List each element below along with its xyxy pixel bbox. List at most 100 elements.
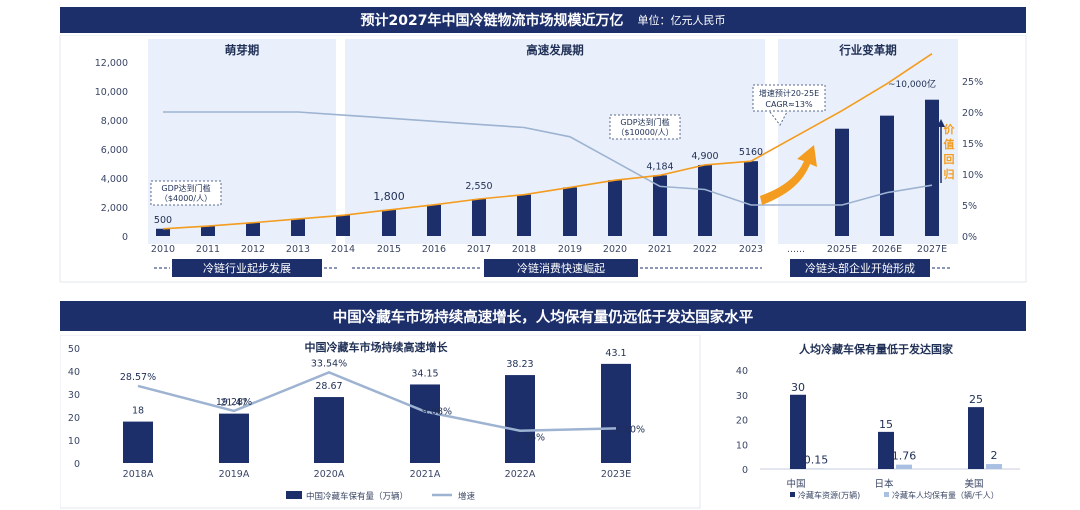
x-tick-label: 2023	[739, 244, 763, 255]
bar	[123, 421, 153, 463]
bar	[156, 228, 170, 236]
x-tick-label: 2022	[693, 244, 717, 255]
x-tick-label: 2013	[286, 244, 310, 255]
data-label: 4,184	[646, 161, 673, 172]
growth-label: 19.28%	[216, 397, 252, 408]
value-return-char: 值	[944, 137, 955, 151]
y-tick-label: 10,000	[95, 87, 128, 98]
legend-label: 中国冷藏车保有量（万辆）	[306, 491, 408, 502]
bar-label: 43.1	[605, 348, 626, 359]
bar	[744, 161, 758, 236]
legend-swatch-a	[790, 492, 795, 497]
bar	[878, 431, 894, 469]
gdp-callout-box	[150, 180, 222, 206]
mid-panel-frame	[60, 335, 701, 509]
top-unit: 单位：亿元人民币	[637, 14, 726, 27]
bar-label: 1.76	[892, 450, 917, 463]
growth-label: 9.08%	[422, 406, 452, 417]
y-tick-label: 40	[736, 366, 748, 377]
data-label: 2,550	[465, 181, 492, 192]
phase-banner	[484, 259, 638, 277]
bar	[968, 407, 984, 469]
y-tick-label: 2,000	[101, 203, 128, 214]
phase-banner-label: 冷链行业起步发展	[203, 261, 291, 275]
right-chart-title: 人均冷藏车保有量低于发达国家	[799, 342, 954, 356]
gdp-callout-text: GDP达到门槛	[161, 183, 210, 193]
bar	[563, 187, 577, 236]
bar	[382, 209, 396, 236]
market-size-chart: 萌芽期 高速发展期 行业变革期 0 2,000 4,000 6,000 8,000 10,000…	[59, 35, 1027, 283]
growth-label: 2.80%	[615, 424, 645, 435]
y-tick-label: 10	[68, 436, 80, 447]
x-tick-label: 2011	[196, 244, 220, 255]
bar-label: 34.15	[411, 368, 438, 379]
legend-swatch-bar	[286, 491, 302, 499]
bar-label: 38.23	[506, 359, 533, 370]
top-panel-frame	[59, 35, 1027, 283]
x-tick-label: 2012	[241, 244, 265, 255]
x-tick-label: 2019A	[219, 469, 250, 480]
growth-label: 1.96%	[515, 433, 545, 444]
x-tick-label: 2019	[558, 244, 582, 255]
y-tick-label: 20	[736, 416, 748, 427]
bar	[219, 413, 249, 463]
bar	[336, 215, 350, 236]
y-tick-label: 0	[742, 465, 748, 476]
x-tick-label: 2014	[331, 244, 355, 255]
mid-chart-title: 中国冷藏车市场持续高速增长	[305, 340, 449, 354]
data-label: 500	[154, 215, 172, 226]
phase-banner-label: 冷链消费快速崛起	[517, 261, 605, 275]
value-return-char: 回	[944, 152, 955, 166]
y-tick-label: 0	[122, 232, 128, 243]
y-tick-label: 0	[74, 459, 80, 470]
x-tick-label: 2015	[377, 244, 401, 255]
x-tick-label: 2018A	[123, 469, 154, 480]
y2-tick-label: 25%	[962, 77, 983, 88]
x-tick-label: 日本	[874, 478, 894, 490]
x-ellipsis: ……	[787, 245, 805, 255]
growth-label: 28.57%	[120, 372, 156, 383]
bar-label: 30	[791, 381, 805, 394]
growth-label: 33.54%	[311, 358, 347, 369]
y-tick-label: 50	[68, 344, 80, 355]
phase-label: 萌芽期	[225, 43, 260, 57]
cagr-callout-box	[752, 84, 826, 112]
bar-label: 15	[879, 418, 893, 431]
legend-swatch-b	[884, 492, 889, 497]
bar	[835, 128, 849, 236]
legend-label: 冷藏车资源(万辆)	[798, 490, 860, 500]
y-tick-label: 6,000	[101, 145, 128, 156]
bar	[925, 99, 939, 236]
y-tick-label: 40	[68, 367, 80, 378]
y-tick-label: 4,000	[101, 174, 128, 185]
reefer-fleet-chart: 中国冷藏车市场持续高速增长 0 10 20 30 40 50 18 2018A 21.47 2019…	[60, 335, 701, 509]
phase-background	[148, 39, 336, 244]
bar-label: 28.67	[315, 381, 342, 392]
y2-tick-label: 15%	[962, 139, 983, 150]
phase-label: 行业变革期	[838, 43, 897, 57]
trend-line	[162, 53, 933, 230]
phase-banner-label: 冷链头部企业开始形成	[805, 261, 915, 275]
cagr-callout-pointer	[769, 111, 788, 126]
top-title: 预计2027年中国冷链物流市场规模近万亿	[360, 13, 624, 29]
phase-banner	[172, 259, 322, 277]
y-tick-label: 10	[736, 440, 748, 451]
data-label: 5160	[739, 147, 763, 158]
x-tick-label: 2027E	[917, 244, 947, 255]
phase-background	[345, 39, 765, 244]
growth-line	[163, 111, 933, 206]
x-tick-label: 中国	[786, 478, 805, 490]
x-tick-label: 2010	[151, 244, 175, 255]
data-label: 1,800	[373, 190, 405, 203]
y-tick-label: 30	[68, 390, 80, 401]
bar	[698, 164, 712, 236]
growth-arrow	[760, 145, 817, 205]
bar-label: 25	[969, 393, 983, 406]
bar	[601, 363, 631, 463]
x-tick-label: 2020A	[314, 469, 345, 480]
bar	[505, 375, 535, 463]
legend-label: 冷藏车人均保有量（辆/千人）	[892, 490, 999, 500]
y-tick-label: 8,000	[101, 116, 128, 127]
gdp-callout-text: GDP达到门槛	[620, 117, 669, 127]
value-return-char: 归	[944, 167, 955, 181]
